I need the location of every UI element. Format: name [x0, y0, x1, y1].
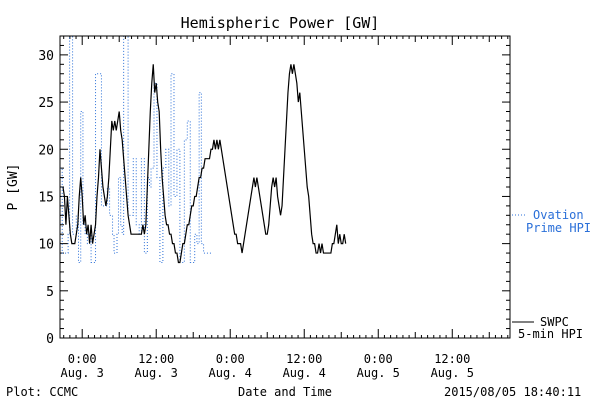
x-tick-date-label: Aug. 4 [209, 366, 252, 380]
y-tick-label: 20 [38, 143, 54, 158]
x-tick-time-label: 12:00 [434, 352, 470, 366]
x-axis-label: Date and Time [238, 385, 332, 399]
y-tick-label: 30 [38, 49, 54, 64]
series-layer [60, 35, 347, 264]
y-tick-label: 25 [38, 96, 54, 111]
y-axis-label: P [GW] [6, 164, 21, 211]
y-axis-ticks: 0 5 10 15 20 25 30 [38, 35, 510, 347]
x-tick-date-label: Aug. 3 [135, 366, 178, 380]
legend-ovation-line2: Prime HPI [526, 221, 591, 235]
y-tick-label: 10 [38, 238, 54, 253]
footer-plot-source: Plot: CCMC [6, 385, 78, 399]
legend-ovation-line1: Ovation [533, 208, 584, 222]
x-tick-time-label: 0:00 [364, 352, 393, 366]
series-swpc-hpi-line [62, 64, 347, 264]
footer-timestamp: 2015/08/05 18:40:11 [444, 385, 581, 399]
x-tick-time-label: 0:00 [68, 352, 97, 366]
x-tick-date-label: Aug. 3 [61, 366, 104, 380]
x-tick-date-label: Aug. 4 [283, 366, 326, 380]
legend-swpc: SWPC 5-min HPI [512, 315, 583, 341]
x-tick-time-label: 0:00 [216, 352, 245, 366]
x-tick-date-label: Aug. 5 [431, 366, 474, 380]
y-tick-label: 5 [46, 285, 54, 300]
legend-swpc-line2: 5-min HPI [518, 327, 583, 341]
chart-title: Hemispheric Power [GW] [181, 14, 380, 32]
legend-ovation: Ovation Prime HPI [512, 208, 591, 235]
legend-swpc-line1: SWPC [540, 315, 569, 329]
x-tick-time-label: 12:00 [138, 352, 174, 366]
y-tick-label: 0 [46, 332, 54, 347]
y-tick-label: 15 [38, 190, 54, 205]
plot-frame [59, 35, 511, 339]
x-tick-date-label: Aug. 5 [357, 366, 400, 380]
x-tick-time-label: 12:00 [286, 352, 322, 366]
series-ovation-prime-hpi-line [60, 35, 212, 263]
